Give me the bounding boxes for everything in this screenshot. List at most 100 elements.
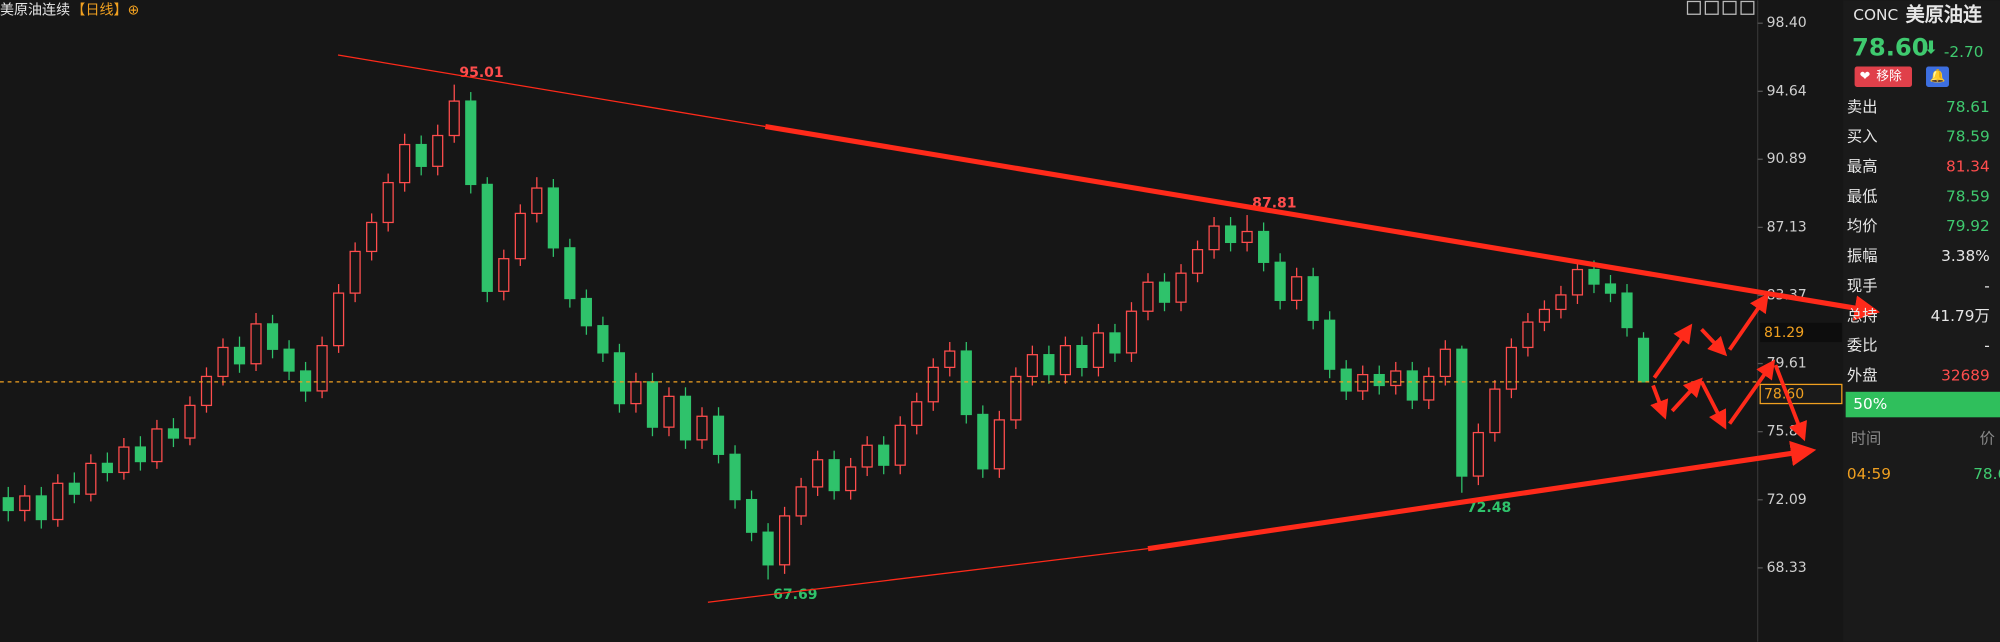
candle-body: [35, 495, 47, 521]
candle-body: [134, 446, 146, 463]
candle-body: [927, 366, 939, 403]
y-tick-label: 90.89: [1767, 151, 1807, 167]
extreme-label: 72.48: [1467, 500, 1511, 516]
candle-body: [1340, 368, 1352, 392]
row-value: 32689: [1941, 366, 1990, 384]
row-value: 81.34: [1946, 158, 1990, 176]
candle-body: [151, 428, 163, 463]
candle-body: [399, 143, 411, 184]
candle-body: [333, 292, 345, 347]
candle-body: [531, 187, 543, 215]
row-label: 委比: [1847, 337, 1878, 355]
last-price-tag: [1759, 383, 1843, 405]
trades-header: 价: [1980, 429, 1995, 447]
candle-body: [1208, 225, 1220, 251]
candle-body: [1109, 332, 1121, 354]
add-icon[interactable]: ⊕: [128, 2, 140, 18]
candle-body: [845, 466, 857, 492]
arrow: [1650, 384, 1669, 420]
candle-body: [514, 212, 526, 260]
candle-body: [349, 250, 361, 294]
candle-body: [1406, 370, 1418, 401]
candle-body: [366, 221, 378, 253]
candle-body: [233, 346, 246, 365]
candle-body: [1010, 375, 1022, 421]
candle-body: [1059, 344, 1071, 376]
candle-body: [861, 444, 873, 468]
candle-body: [696, 415, 708, 441]
candle-body: [1571, 268, 1584, 296]
arrow: [1728, 359, 1776, 425]
price-tag: [1760, 322, 1842, 343]
row-label: 总持: [1847, 307, 1878, 325]
candle-body: [1175, 272, 1187, 303]
candle-body: [1241, 230, 1253, 244]
y-tick-label: 72.09: [1767, 492, 1807, 508]
candle-body: [283, 348, 295, 372]
candle-body: [812, 459, 824, 488]
period: 【日线】: [71, 2, 127, 18]
candle-body: [745, 498, 758, 533]
candle-body: [1224, 225, 1237, 244]
name: 美原油连: [1906, 3, 1983, 26]
candle-body: [52, 482, 64, 521]
change: -2.70: [1944, 43, 1984, 61]
trades-header: 时间: [1851, 429, 1882, 447]
remove-label: 移除: [1876, 69, 1902, 84]
candle-body: [167, 428, 180, 439]
candle-body: [712, 415, 725, 455]
candle-body: [101, 462, 113, 474]
title: 美原油连续: [0, 1, 70, 18]
candle-body: [1505, 346, 1517, 390]
row-value: 78.59: [1946, 128, 1990, 146]
candle-body: [1472, 431, 1484, 477]
candle-body: [1555, 294, 1567, 311]
candle-body: [184, 404, 196, 439]
candle-body: [266, 323, 279, 350]
candle-body: [1456, 348, 1468, 477]
candle-body: [1142, 281, 1154, 312]
alert-button[interactable]: [1926, 66, 1949, 87]
candle-body: [613, 352, 626, 405]
candle-body: [1522, 321, 1534, 349]
candle-body: [828, 459, 840, 492]
arrow: [1773, 364, 1807, 442]
tool-button[interactable]: [1686, 0, 1701, 15]
candle-body: [1258, 230, 1270, 263]
candle-body: [1092, 332, 1105, 369]
candle-body: [564, 247, 576, 300]
tool-button[interactable]: [1704, 0, 1719, 15]
y-tick-label: 94.64: [1767, 83, 1807, 99]
candle-body: [1076, 344, 1088, 369]
candle-body: [299, 370, 312, 392]
row-value: 78.59: [1946, 187, 1990, 205]
trade-time: 04:59: [1847, 465, 1891, 483]
ratio-bar: [1845, 391, 2000, 418]
y-tick-label: 98.40: [1767, 15, 1807, 31]
candle-body: [1191, 248, 1204, 274]
candle-body: [1390, 370, 1402, 387]
toolbar: [1686, 0, 1755, 15]
candle-body: [1637, 337, 1650, 383]
tool-button[interactable]: [1740, 0, 1755, 15]
candle-body: [1357, 373, 1369, 392]
candle-body: [316, 344, 328, 392]
candle-body: [1423, 375, 1435, 401]
remove-button[interactable]: [1854, 66, 1912, 87]
trade-price: 78.6: [1973, 465, 2000, 483]
candle-body: [1439, 348, 1451, 378]
row-value: 41.79万: [1931, 307, 1990, 325]
candle-body: [448, 100, 460, 137]
row-value: -: [1984, 337, 1990, 355]
row-label: 外盘: [1847, 366, 1878, 384]
arrow: [1728, 292, 1769, 351]
arrow: [1699, 380, 1727, 430]
trend-line: [337, 54, 766, 128]
tool-button[interactable]: [1722, 0, 1737, 15]
candle-body: [432, 134, 444, 167]
candle-body: [465, 100, 477, 186]
candle-body: [2, 497, 14, 512]
code: CONC: [1853, 6, 1898, 24]
